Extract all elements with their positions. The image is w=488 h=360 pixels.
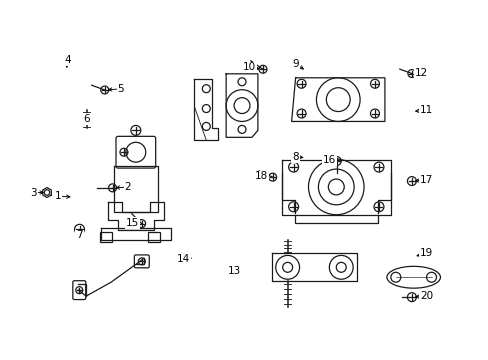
Text: 20: 20 — [419, 291, 432, 301]
Text: 4: 4 — [64, 55, 71, 65]
Text: 6: 6 — [83, 114, 90, 124]
Text: 3: 3 — [30, 188, 37, 198]
Text: 5: 5 — [117, 84, 124, 94]
Text: 13: 13 — [228, 266, 241, 276]
Text: 1: 1 — [54, 191, 61, 201]
Text: 12: 12 — [414, 68, 427, 78]
Text: 11: 11 — [419, 105, 432, 115]
Text: 17: 17 — [419, 175, 432, 185]
Text: 2: 2 — [124, 182, 131, 192]
Text: 15: 15 — [126, 218, 139, 228]
Text: 18: 18 — [254, 171, 267, 181]
Text: 9: 9 — [291, 59, 298, 69]
Text: 8: 8 — [291, 152, 298, 162]
Text: 16: 16 — [322, 156, 335, 165]
Text: 14: 14 — [177, 253, 190, 264]
Text: 19: 19 — [419, 248, 432, 258]
Text: 7: 7 — [76, 230, 82, 240]
Text: 10: 10 — [243, 63, 255, 72]
